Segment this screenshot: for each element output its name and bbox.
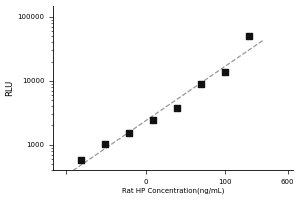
Y-axis label: RLU: RLU (6, 80, 15, 96)
Point (247, 34, 252, 38)
Point (79, 158, 84, 161)
Point (103, 143, 108, 146)
X-axis label: Rat HP Concentration(ng/mL): Rat HP Concentration(ng/mL) (122, 188, 224, 194)
Point (151, 118, 156, 121)
Point (199, 83, 204, 86)
Point (175, 107, 180, 110)
Point (127, 132, 132, 135)
Point (223, 71, 228, 74)
